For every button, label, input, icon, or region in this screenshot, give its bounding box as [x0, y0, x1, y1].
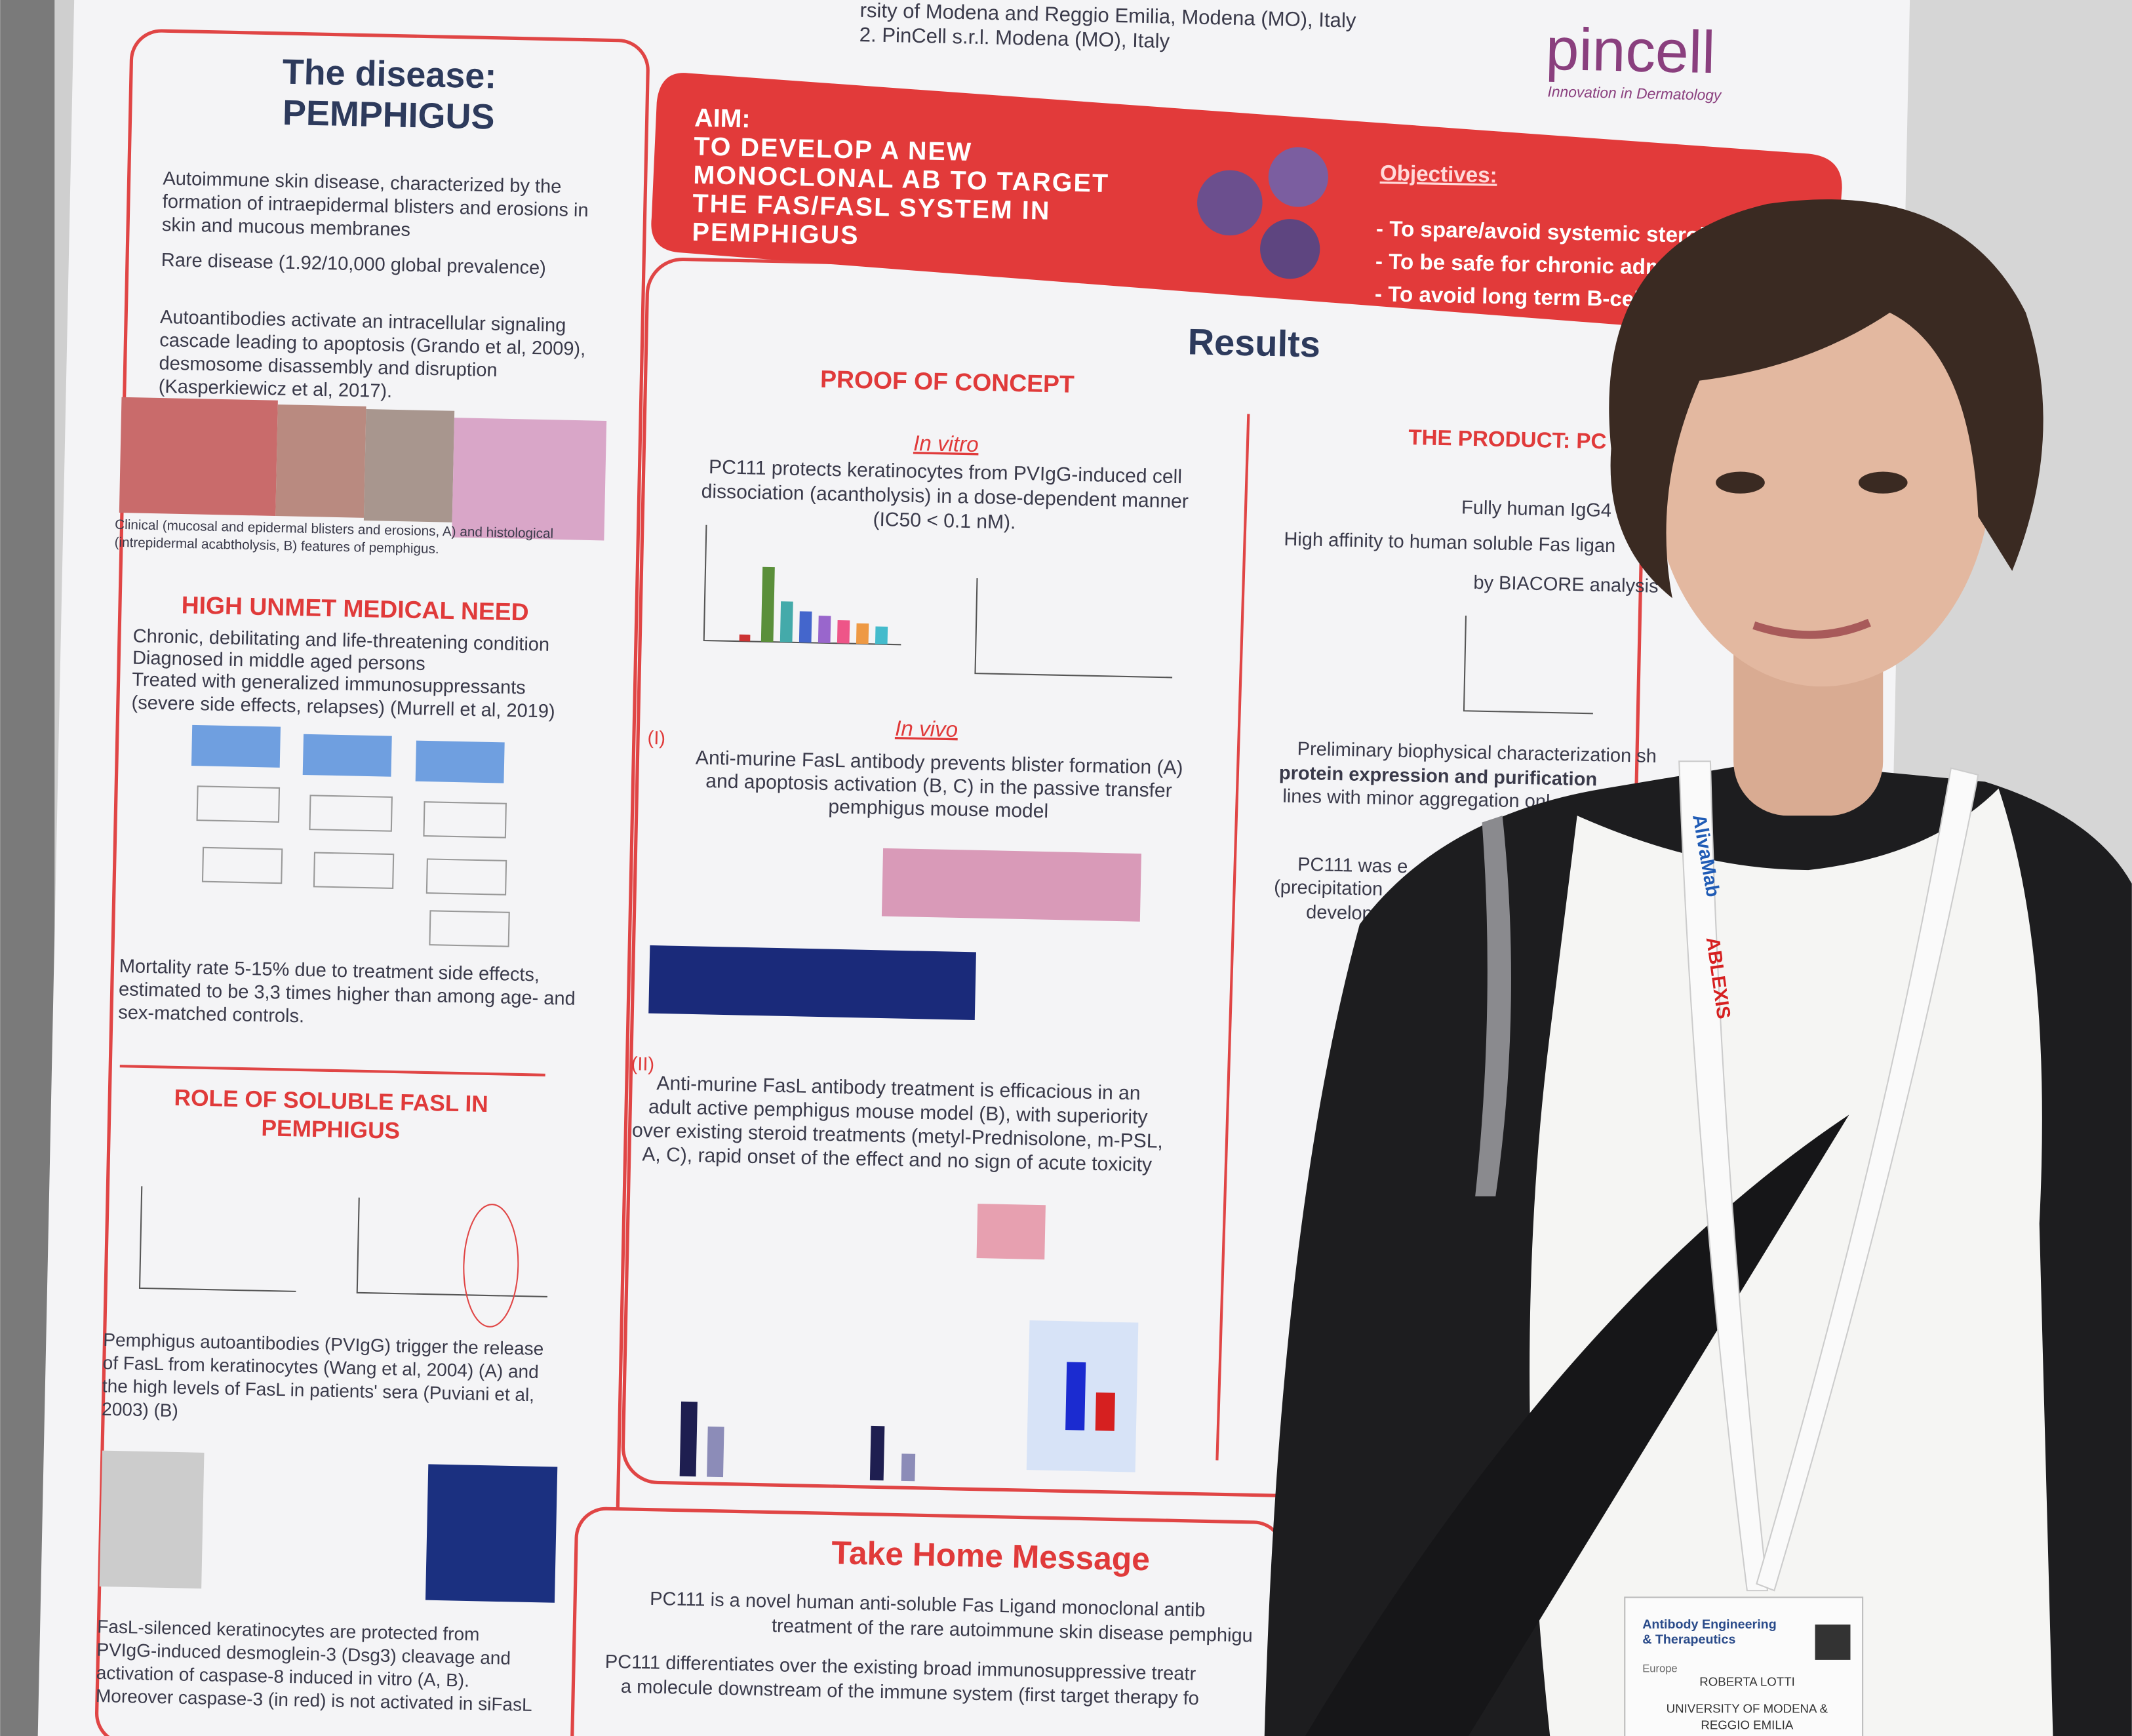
eye	[1858, 471, 1908, 494]
bullet-text: (Kasperkiewicz et al, 2017).	[158, 376, 392, 402]
flow-box	[423, 801, 507, 838]
left-panel	[94, 29, 650, 1736]
product-text: by BIACORE analysis	[1473, 572, 1659, 597]
flow-box	[429, 910, 510, 947]
badge	[1624, 1596, 1864, 1736]
photo-mouth	[119, 397, 278, 517]
bar-decor	[707, 1426, 724, 1478]
bar-decor	[739, 634, 751, 642]
photo-skin	[363, 408, 455, 523]
objectives-title: Objectives:	[1380, 161, 1497, 188]
person: Antibody Engineering& Therapeutics Europe…	[1264, 199, 2132, 1736]
section-title: Take Home Message	[831, 1534, 1151, 1577]
highlight	[463, 1204, 519, 1328]
product-text: Fully human IgG4	[1461, 497, 1612, 521]
section-title: PROOF OF CONCEPT	[820, 365, 1075, 398]
section-title: The disease:	[282, 52, 497, 96]
badge-event: & Therapeutics	[1642, 1632, 1735, 1647]
bar-decor	[1095, 1392, 1115, 1431]
bar-decor	[780, 601, 793, 642]
poster: rsity of Modena and Reggio Emilia, Moden…	[37, 0, 1910, 1736]
antibody-part	[1197, 170, 1263, 236]
bar-decor	[837, 620, 850, 644]
flow-box	[191, 724, 281, 768]
product-text: (precipitation	[1274, 877, 1383, 899]
bullet-text: 2003) (B)	[102, 1399, 178, 1421]
flowchart	[191, 724, 510, 947]
flow-box	[201, 846, 283, 884]
bar-decor	[856, 623, 869, 644]
mouth	[1752, 618, 1871, 639]
aim-text: TO DEVELOP A NEW	[694, 132, 973, 167]
logo-tagline: Innovation in Dermatology	[1547, 83, 1722, 104]
bag-strap	[1475, 816, 1511, 1196]
bar-decor	[679, 1401, 698, 1477]
result-text: pemphigus mouse model	[828, 796, 1048, 822]
bar-decor	[1065, 1362, 1086, 1430]
aim-label: AIM:	[694, 104, 751, 134]
axis	[974, 578, 1173, 679]
histology	[881, 848, 1141, 922]
badge-affiliation: REGGIO EMILIA	[1701, 1718, 1794, 1732]
section-title: THE PRODUCT: PC	[1408, 425, 1607, 454]
blot	[99, 1450, 205, 1589]
badge-region: Europe	[1642, 1663, 1677, 1675]
flow-box	[425, 858, 507, 896]
photo-histology	[452, 418, 607, 541]
product-text: develop	[1306, 902, 1373, 924]
clinical-photos	[119, 397, 607, 541]
flow-box	[313, 852, 395, 889]
section-title: PEMPHIGUS	[282, 93, 495, 137]
eye	[1716, 471, 1765, 494]
axis	[703, 524, 901, 646]
flow-box	[196, 785, 281, 823]
aim-text: PEMPHIGUS	[692, 218, 859, 250]
bar-decor	[901, 1453, 916, 1482]
lanyard-left	[1678, 760, 1769, 1592]
hair	[1609, 199, 2043, 599]
subsection-title: In vitro	[913, 431, 979, 457]
flow-box	[309, 795, 393, 832]
separator	[119, 1065, 545, 1076]
result-text: (IC50 < 0.1 nM).	[873, 509, 1016, 534]
bullet-text: sex-matched controls.	[118, 1002, 304, 1027]
shirt	[1530, 788, 2053, 1736]
bar-decor	[818, 616, 831, 644]
bar-decor	[869, 1425, 885, 1481]
mini-bars	[679, 566, 1115, 1482]
lanyard-right	[1756, 767, 1979, 1592]
result-index: (I)	[647, 728, 665, 749]
microscopy	[425, 1464, 558, 1603]
antibody-part	[1268, 147, 1328, 207]
bar-decor	[875, 626, 888, 644]
badge-affiliation: UNIVERSITY OF MODENA &	[1667, 1702, 1828, 1716]
antibody-part	[1260, 219, 1320, 279]
microscopy	[648, 945, 976, 1021]
subsection-title: In vivo	[895, 717, 958, 742]
antibody-icon	[1197, 147, 1328, 279]
axis	[138, 1186, 296, 1292]
badge-qr	[1815, 1624, 1851, 1660]
section-title: Results	[1187, 321, 1320, 365]
histology	[976, 1204, 1046, 1260]
section-title: PEMPHIGUS	[261, 1115, 400, 1143]
product-text: PC111 was e	[1297, 854, 1408, 878]
badge-name: ROBERTA LOTTI	[1699, 1674, 1794, 1688]
axis	[356, 1197, 547, 1297]
badge-event: Antibody Engineering	[1642, 1617, 1777, 1632]
logo: pincell	[1545, 16, 1716, 86]
figures	[99, 524, 1593, 1603]
column-divider	[1215, 414, 1250, 1461]
axis	[1463, 616, 1593, 715]
flow-box	[302, 734, 392, 777]
bar-decor	[760, 566, 775, 642]
flow-box	[415, 740, 505, 783]
objective: - To avoid long term B-cell d	[1375, 282, 1666, 312]
result-index: (II)	[631, 1054, 654, 1075]
photo-skin	[275, 404, 366, 518]
bar-decor	[799, 611, 812, 643]
bullet-text: skin and mucous membranes	[162, 214, 411, 241]
